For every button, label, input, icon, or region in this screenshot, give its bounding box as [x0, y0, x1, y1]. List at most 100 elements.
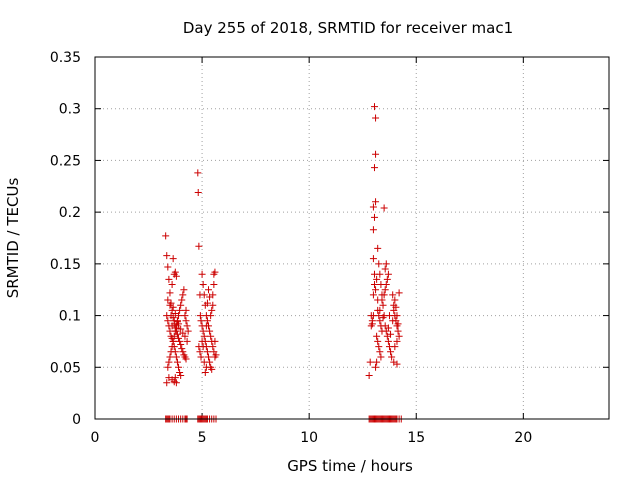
data-point-plus	[168, 306, 176, 314]
data-point-plus	[170, 317, 178, 325]
data-point-plus	[179, 291, 187, 299]
data-point-plus	[195, 242, 203, 250]
data-point-plus	[176, 337, 184, 345]
data-point-plus	[391, 296, 399, 304]
chart-title: Day 255 of 2018, SRMTID for receiver mac…	[183, 19, 513, 37]
data-point-plus	[373, 275, 381, 283]
data-point-plus	[374, 337, 382, 345]
data-point-plus	[373, 358, 381, 366]
data-point-plus	[376, 270, 384, 278]
data-point-plus	[169, 337, 177, 345]
data-point-plus	[372, 198, 380, 206]
data-point-plus	[203, 348, 211, 356]
data-point-plus	[173, 358, 181, 366]
data-point-plus	[368, 320, 376, 328]
data-point-plus	[203, 317, 211, 325]
data-point-plus	[205, 286, 213, 294]
data-point-plus	[200, 332, 208, 340]
data-point-plus	[202, 363, 210, 371]
data-point-plus	[197, 317, 205, 325]
data-point-plus	[375, 260, 383, 268]
y-tick-label: 0.3	[59, 102, 81, 118]
data-point-plus	[370, 164, 378, 172]
y-axis-label: SRMTID / TECUs	[4, 178, 22, 299]
data-point-plus	[369, 255, 377, 263]
data-point-plus	[370, 213, 378, 221]
data-point-plus	[208, 365, 216, 373]
data-point-plus	[168, 281, 176, 289]
data-point-plus	[373, 332, 381, 340]
y-tick-label: 0	[72, 412, 81, 428]
data-point-plus	[175, 334, 183, 342]
data-point-plus	[199, 343, 207, 351]
data-point-plus	[393, 312, 401, 320]
data-point-plus	[381, 286, 389, 294]
data-point-plus	[163, 379, 171, 387]
data-point-plus	[176, 368, 184, 376]
data-point-plus	[179, 348, 187, 356]
plot-frame	[94, 56, 610, 420]
data-point-plus	[168, 322, 176, 330]
data-point-plus	[176, 306, 184, 314]
data-point-plus	[207, 312, 215, 320]
data-point-plus	[183, 322, 191, 330]
data-point-plus	[164, 296, 172, 304]
data-point-plus	[163, 252, 171, 260]
data-point-plus	[376, 348, 384, 356]
data-point-plus	[179, 329, 187, 337]
data-point-plus	[389, 291, 397, 299]
data-point-plus	[374, 296, 382, 304]
data-point-plus	[382, 260, 390, 268]
data-point-plus	[377, 322, 385, 330]
data-point-plus	[177, 372, 185, 380]
x-tick-label: 0	[91, 430, 100, 446]
data-point-plus	[384, 324, 392, 332]
data-point-plus	[208, 306, 216, 314]
data-point-plus	[393, 360, 401, 368]
data-point-plus	[372, 114, 380, 122]
data-point-plus	[177, 325, 185, 333]
data-point-plus	[376, 306, 384, 314]
data-point-plus	[201, 368, 209, 376]
x-tick-label: 5	[198, 430, 207, 446]
data-point-plus	[211, 268, 219, 276]
data-point-plus	[205, 353, 213, 361]
data-point-plus	[170, 332, 178, 340]
data-point-plus	[166, 289, 174, 297]
data-point-plus	[175, 363, 183, 371]
axis-ticks: 0 5 10 15 20 0 0.05 0.1 0.15 0.2 0.25 0.3 0.35	[50, 50, 609, 446]
data-point-plus	[203, 299, 211, 307]
data-point-plus	[206, 293, 214, 301]
x-tick-label: 20	[514, 430, 532, 446]
data-point-plus	[384, 337, 392, 345]
data-point-plus	[394, 320, 402, 328]
data-point-plus	[379, 314, 387, 322]
data-point-plus	[369, 291, 377, 299]
data-point-plus	[202, 322, 210, 330]
data-point-plus	[164, 317, 172, 325]
data-point-plus	[380, 291, 388, 299]
data-point-plus	[198, 270, 206, 278]
data-point-plus	[194, 169, 202, 177]
y-tick-label: 0.1	[59, 309, 81, 325]
data-point-plus	[380, 204, 388, 212]
data-point-plus	[384, 270, 392, 278]
data-point-plus	[391, 343, 399, 351]
data-point-plus	[393, 337, 401, 345]
data-point-plus	[167, 312, 175, 320]
data-point-plus	[369, 203, 377, 211]
data-point-plus	[366, 358, 374, 366]
data-point-plus	[375, 312, 383, 320]
data-point-plus	[196, 348, 204, 356]
data-point-plus	[374, 244, 382, 252]
data-point-plus	[172, 324, 180, 332]
data-point-plus	[389, 317, 397, 325]
data-point-plus	[165, 275, 173, 283]
data-point-plus	[197, 353, 205, 361]
grid	[95, 57, 609, 419]
data-point-plus	[194, 188, 202, 196]
data-point-plus	[172, 272, 180, 280]
data-point-plus	[171, 310, 179, 318]
data-point-plus	[182, 317, 190, 325]
